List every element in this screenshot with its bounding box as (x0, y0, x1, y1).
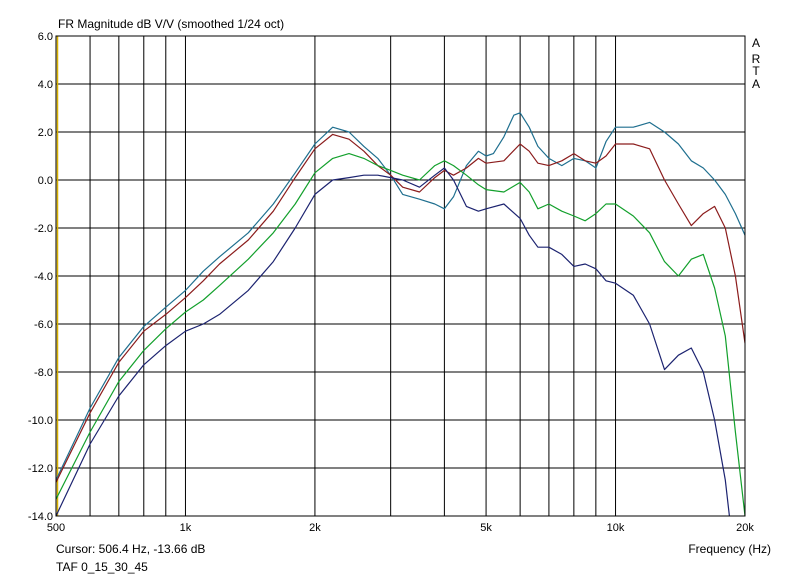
series-line-2 (56, 133, 745, 483)
x-tick-label: 10k (607, 522, 625, 534)
brand-letter: R (751, 52, 761, 66)
y-tick-label: -12.0 (28, 463, 53, 475)
x-tick-label: 500 (47, 522, 65, 534)
y-tick-label: 4.0 (38, 79, 53, 91)
cursor-readout: Cursor: 506.4 Hz, -13.66 dB (56, 542, 206, 556)
y-tick-label: -6.0 (34, 319, 53, 331)
y-tick-label: -10.0 (28, 415, 53, 427)
y-tick-labels: 6.0 4.0 2.0 0.0 -2.0 -4.0 -6.0 -8.0 -10.0 -12.0 -1… (28, 31, 53, 523)
plot-frame (55, 35, 746, 517)
file-label: TAF 0_15_30_45 (56, 560, 148, 574)
x-tick-label: 20k (736, 522, 754, 534)
x-axis-label: Frequency (Hz) (688, 542, 771, 556)
y-tick-label: -4.0 (34, 271, 53, 283)
brand-letter: A (751, 36, 760, 50)
y-tick-label: 2.0 (38, 127, 53, 139)
grid (55, 35, 746, 517)
y-tick-label: 6.0 (38, 31, 53, 43)
x-tick-labels: 500 1k 2k 5k 10k 20k (47, 522, 755, 534)
series-lines (56, 112, 745, 516)
x-tick-label: 1k (180, 522, 192, 534)
y-tick-label: -2.0 (34, 223, 53, 235)
series-line-3 (56, 153, 745, 516)
series-line-1 (56, 112, 745, 481)
brand-letter: T (752, 64, 760, 78)
y-tick-label: -14.0 (28, 511, 53, 523)
chart-title: FR Magnitude dB V/V (smoothed 1/24 oct) (58, 17, 285, 31)
y-tick-label: 0.0 (38, 175, 53, 187)
brand-letter: A (751, 77, 760, 91)
x-tick-label: 2k (309, 522, 321, 534)
y-tick-label: -8.0 (34, 367, 53, 379)
series-line-4 (56, 167, 730, 516)
x-tick-label: 5k (480, 522, 492, 534)
